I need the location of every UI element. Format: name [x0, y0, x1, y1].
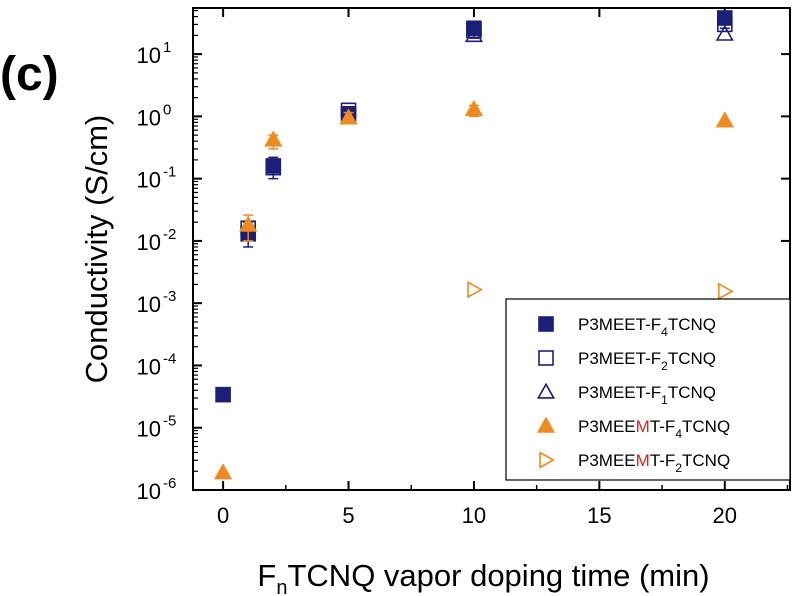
data-point-s4-4 [464, 99, 484, 117]
y-tick-label-7: 10 1 [137, 39, 172, 68]
series-s4 [214, 99, 734, 480]
data-point-s2-1 [265, 159, 282, 176]
y-tick-label-5: 10 -1 [137, 164, 177, 193]
data-point-s2-4 [716, 16, 733, 33]
legend-label-s3: P3MEET-F1TCNQ [578, 383, 716, 407]
legend-marker-s1 [538, 316, 554, 332]
legend-label-s2: P3MEET-F2TCNQ [578, 349, 716, 373]
y-tick-label-1: 10 -5 [137, 413, 177, 442]
legend-box [505, 298, 791, 481]
data-point-s4-3 [339, 108, 358, 125]
legend-marker-s4 [536, 416, 556, 433]
y-axis-label: Conductivity (S/cm) [79, 115, 114, 384]
data-point-s4-0 [214, 463, 233, 480]
data-point-s3-0 [464, 26, 484, 43]
x-tick-label-0: 0 [217, 503, 229, 528]
y-tick-label-4: 10 -2 [137, 226, 177, 255]
plot-frame [192, 7, 791, 491]
legend-marker-s3 [536, 382, 556, 399]
data-point-s2-3 [466, 22, 482, 39]
data-point-s5-0 [467, 280, 483, 299]
data-point-s1-0 [215, 386, 231, 403]
series-s5 [467, 280, 734, 301]
x-tick-label-4: 20 [713, 503, 737, 528]
data-point-s3-1 [715, 24, 734, 41]
legend-marker-s5 [539, 451, 556, 469]
data-point-s4-2 [264, 130, 283, 147]
legend-label-s5: P3MEEMT-F2TCNQ [578, 451, 730, 475]
legend: P3MEET-F4TCNQ P3MEET-F2TCNQ P3MEET-F1TCNQ P… [505, 298, 791, 481]
series-s3 [464, 24, 734, 43]
y-tick-label-0: 10 -6 [137, 475, 177, 504]
x-tick-label-1: 5 [342, 503, 354, 528]
y-tick-label-6: 10 0 [137, 101, 172, 130]
y-tick-label-2: 10 -4 [137, 350, 177, 379]
x-axis-label: FnTCNQ vapor doping time (min) [257, 558, 709, 596]
x-tick-label-3: 15 [587, 503, 611, 528]
legend-label-s4: P3MEEMT-F4TCNQ [578, 417, 730, 441]
x-tick-label-2: 10 [462, 503, 486, 528]
y-tick-label-3: 10 -3 [137, 288, 177, 317]
data-point-s5-1 [718, 282, 734, 301]
series-s2 [240, 16, 733, 237]
legend-label-s1: P3MEET-F4TCNQ [578, 315, 716, 339]
legend-marker-s2 [538, 350, 554, 366]
data-point-s4-1 [239, 215, 258, 232]
data-point-s4-5 [715, 111, 734, 128]
panel-label: (c) [0, 48, 59, 101]
